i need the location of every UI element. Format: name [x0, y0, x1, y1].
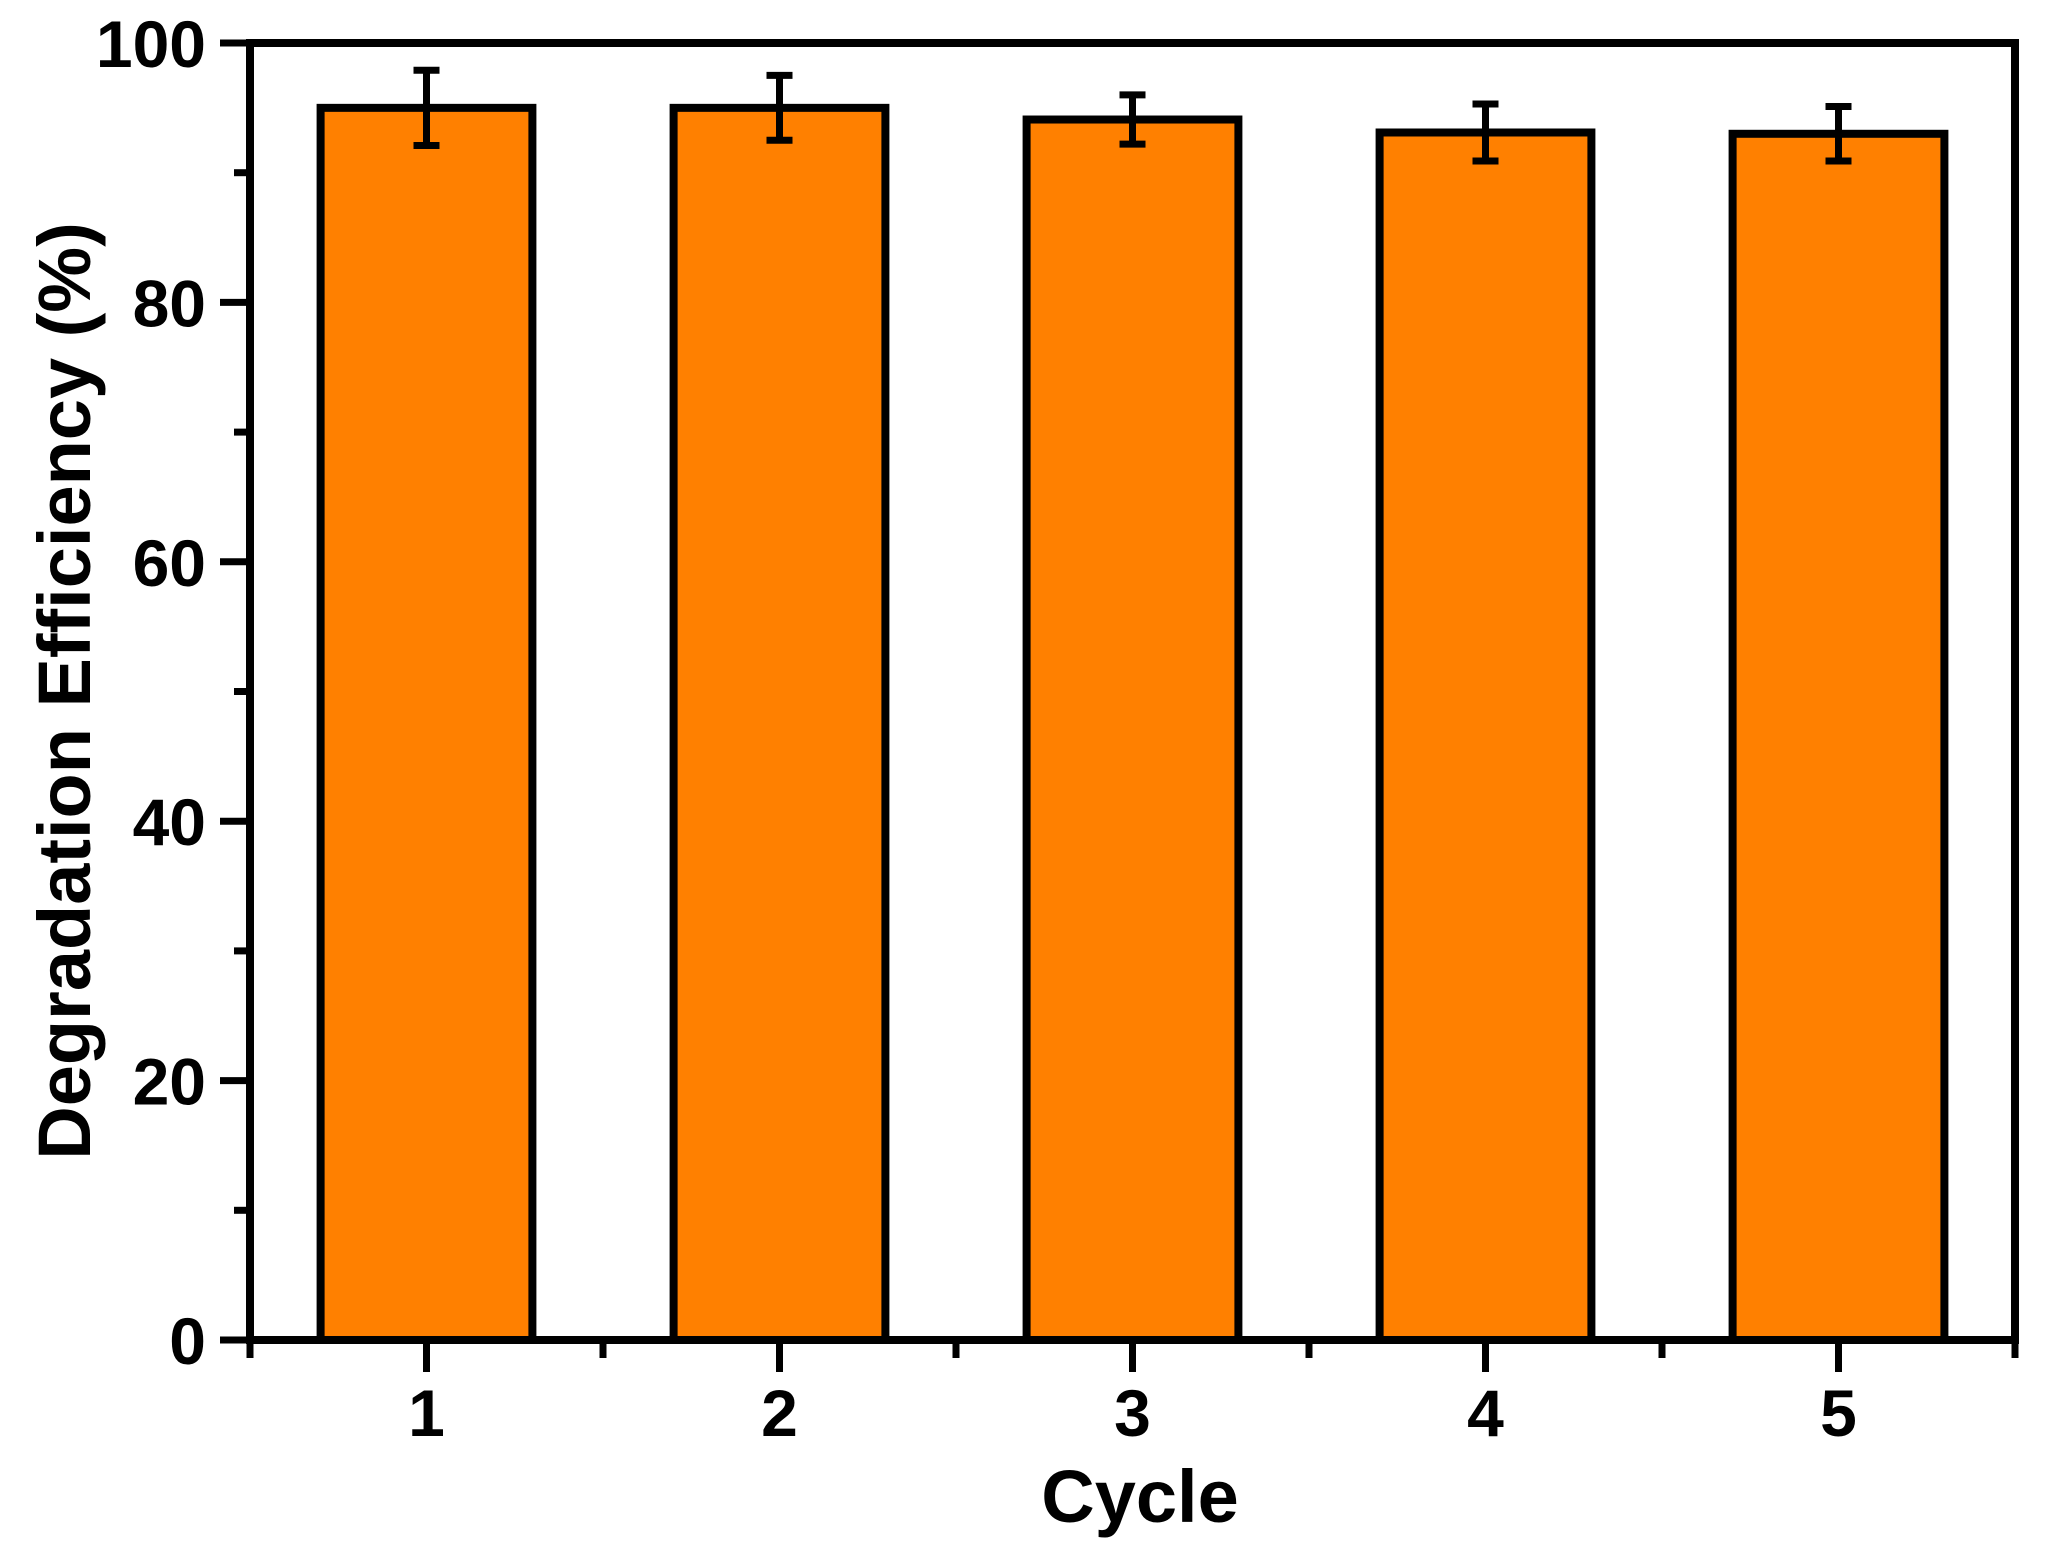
y-tick-label-100: 100 [96, 7, 206, 81]
y-tick-label-60: 60 [133, 526, 206, 600]
bar-cycle-5 [1728, 129, 1949, 1344]
x-tick-label-1: 1 [408, 1376, 445, 1450]
chart-plot-area: 0 20 40 60 80 100 1 2 3 4 5 [96, 7, 2019, 1450]
bar-cycle-4 [1375, 128, 1596, 1344]
bar-cycle-3 [1022, 115, 1243, 1345]
y-tick-label-20: 20 [133, 1045, 206, 1119]
bar-cycle-1 [316, 103, 537, 1345]
y-tick-label-80: 80 [133, 266, 206, 340]
y-tick-label-0: 0 [169, 1304, 206, 1378]
y-axis-title: Degradation Efficiency (%) [23, 222, 106, 1160]
x-tick-label-3: 3 [1114, 1376, 1151, 1450]
x-tick-label-2: 2 [761, 1376, 798, 1450]
x-tick-label-5: 5 [1820, 1376, 1857, 1450]
bar-cycle-2 [669, 103, 890, 1345]
x-tick-label-4: 4 [1467, 1376, 1504, 1450]
plot-frame [246, 39, 2019, 1344]
x-axis-title: Cycle [1041, 1455, 1238, 1538]
y-tick-label-40: 40 [133, 785, 206, 859]
